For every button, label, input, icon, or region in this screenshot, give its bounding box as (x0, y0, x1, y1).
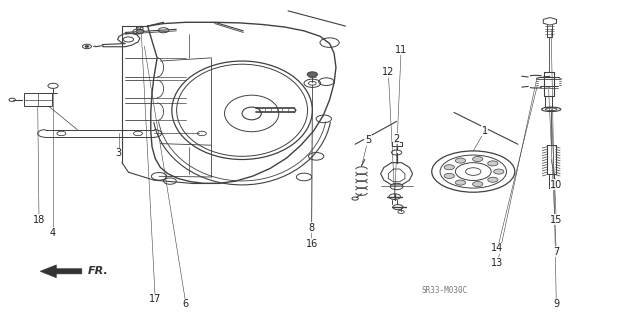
Circle shape (472, 157, 483, 162)
Polygon shape (40, 265, 82, 278)
Text: 5: 5 (365, 136, 371, 145)
Text: 8: 8 (308, 223, 315, 233)
Text: 16: 16 (305, 239, 318, 249)
Circle shape (456, 180, 466, 185)
Text: 4: 4 (50, 227, 56, 238)
Text: 2: 2 (394, 134, 400, 144)
Circle shape (456, 158, 466, 163)
Text: 7: 7 (553, 247, 559, 256)
Circle shape (85, 46, 89, 48)
Text: 6: 6 (183, 299, 189, 309)
Text: 10: 10 (550, 180, 563, 190)
Circle shape (488, 161, 498, 166)
Circle shape (136, 30, 144, 33)
Text: 13: 13 (492, 258, 504, 268)
Circle shape (493, 169, 504, 174)
Text: 18: 18 (33, 215, 45, 225)
Text: SR33-M030C: SR33-M030C (421, 286, 468, 295)
Circle shape (444, 165, 454, 170)
Circle shape (488, 177, 498, 182)
Text: 15: 15 (550, 215, 563, 225)
Text: 1: 1 (482, 126, 488, 136)
Text: 14: 14 (492, 243, 504, 253)
Bar (24, 93, 52, 106)
Circle shape (307, 72, 317, 77)
Text: 11: 11 (395, 45, 407, 55)
Text: 17: 17 (149, 294, 161, 304)
Text: 3: 3 (116, 148, 122, 158)
Circle shape (444, 173, 454, 178)
Text: 12: 12 (382, 67, 394, 77)
Circle shape (472, 182, 483, 187)
Text: FR.: FR. (88, 266, 109, 276)
Text: 9: 9 (553, 299, 559, 309)
